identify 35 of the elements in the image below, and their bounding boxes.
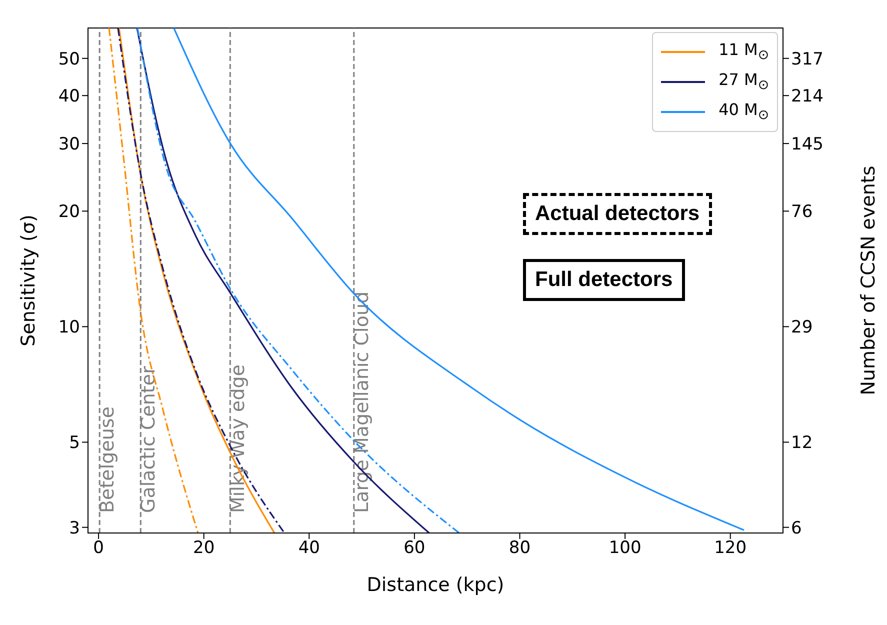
ref-line-label: Betelgeuse [96,406,119,513]
y-axis-title: Sensitivity (σ) [18,214,40,346]
x-tick-label: 60 [404,538,426,558]
x-tick-label: 120 [714,538,747,558]
y2-axis-title: Number of CCSN events [858,166,880,396]
x-tick-label: 80 [508,538,531,558]
category-label: 145 [791,134,824,155]
category-label: 6 [791,518,802,538]
category-label: 29 [791,318,813,338]
legend-label: 40 M$_{⊙}$ [718,100,769,124]
y-tick-label: 5 [69,433,80,454]
category-label: 12 [791,433,813,454]
ref-line-label: Galactic Center [138,366,160,513]
y-tick-label: 50 [58,49,80,70]
legend-label: 11 M$_{⊙}$ [718,40,769,64]
y-tick-label: 10 [58,318,80,338]
label-box: Actual detectors [523,193,712,235]
line-series [173,28,745,531]
x-tick-label: 100 [608,538,642,558]
y-tick-label: 30 [58,134,80,155]
category-label: 317 [791,49,824,70]
x-tick-label: 0 [93,538,104,558]
x-tick-label: 40 [298,538,320,558]
x-axis-title: Distance (kpc) [366,574,504,596]
y-tick-label: 3 [69,518,80,538]
x-tick-label: 20 [193,538,215,558]
y-tick-label: 20 [58,202,80,222]
ref-line-label: Milky Way edge [227,364,250,513]
category-label: 214 [791,86,824,107]
category-label: 76 [791,202,813,222]
annotation: Full detectors [535,268,673,291]
legend-label: 27 M$_{⊙}$ [718,70,769,94]
annotation: Actual detectors [535,202,700,225]
y-tick-label: 40 [58,86,80,107]
label-box: Full detectors [523,259,685,301]
